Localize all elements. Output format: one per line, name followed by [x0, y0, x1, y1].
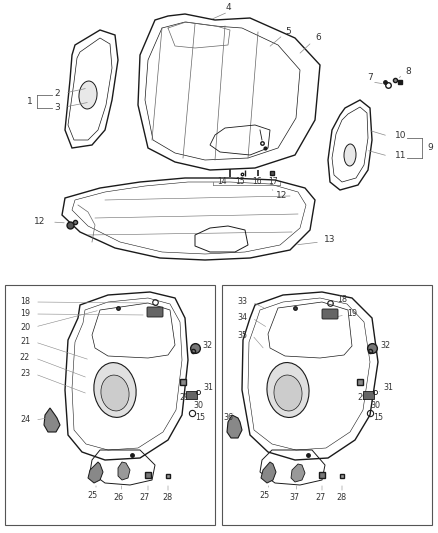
Text: 29: 29	[358, 393, 368, 402]
Text: 17: 17	[268, 177, 278, 187]
Text: 3: 3	[54, 102, 60, 111]
FancyBboxPatch shape	[322, 309, 338, 319]
Text: 30: 30	[370, 401, 380, 410]
Text: 12: 12	[34, 217, 46, 227]
Text: 27: 27	[140, 494, 150, 503]
Text: 25: 25	[87, 490, 97, 499]
Ellipse shape	[79, 81, 97, 109]
FancyBboxPatch shape	[363, 391, 374, 399]
Text: 12: 12	[276, 190, 288, 199]
Text: 31: 31	[383, 384, 393, 392]
Text: 29: 29	[180, 393, 190, 402]
Ellipse shape	[274, 375, 302, 411]
Ellipse shape	[267, 362, 309, 417]
Text: 4: 4	[225, 4, 231, 12]
Polygon shape	[118, 462, 130, 480]
Text: 32: 32	[202, 341, 212, 350]
Text: 20: 20	[20, 322, 30, 332]
Text: 15: 15	[195, 414, 205, 423]
Text: 33: 33	[237, 297, 247, 306]
Text: 8: 8	[405, 68, 411, 77]
Text: 15: 15	[373, 414, 383, 423]
Text: 10: 10	[395, 132, 407, 141]
Text: 28: 28	[162, 494, 172, 503]
Text: 36: 36	[223, 414, 233, 423]
Polygon shape	[261, 462, 276, 483]
Text: 30: 30	[193, 401, 203, 410]
Text: 16: 16	[252, 177, 262, 187]
FancyBboxPatch shape	[186, 391, 197, 399]
Ellipse shape	[94, 362, 136, 417]
Text: 27: 27	[315, 494, 325, 503]
Text: 14: 14	[217, 177, 227, 187]
Text: 15: 15	[235, 177, 245, 187]
Text: 32: 32	[380, 341, 390, 350]
Text: 25: 25	[260, 490, 270, 499]
Text: 5: 5	[285, 28, 291, 36]
FancyBboxPatch shape	[147, 307, 163, 317]
Text: 24: 24	[20, 416, 30, 424]
Text: 13: 13	[324, 236, 336, 245]
Text: 23: 23	[20, 369, 30, 378]
Text: 11: 11	[395, 151, 407, 160]
Text: 37: 37	[289, 492, 299, 502]
Text: 34: 34	[237, 313, 247, 322]
Text: 28: 28	[336, 494, 346, 503]
FancyBboxPatch shape	[5, 285, 215, 525]
Polygon shape	[227, 415, 242, 438]
Text: 19: 19	[20, 310, 30, 319]
FancyBboxPatch shape	[222, 285, 432, 525]
Text: 26: 26	[113, 492, 123, 502]
Text: 2: 2	[54, 88, 60, 98]
Text: 6: 6	[315, 34, 321, 43]
Text: 7: 7	[367, 74, 373, 83]
Text: 18: 18	[20, 297, 30, 306]
Text: 9: 9	[427, 143, 433, 152]
Polygon shape	[291, 464, 305, 482]
Polygon shape	[44, 408, 60, 432]
Text: 19: 19	[347, 309, 357, 318]
Polygon shape	[88, 462, 103, 483]
Text: 35: 35	[237, 330, 247, 340]
Text: 1: 1	[27, 98, 33, 107]
Text: 18: 18	[337, 295, 347, 304]
Text: 21: 21	[20, 337, 30, 346]
Text: 22: 22	[20, 353, 30, 362]
Text: 31: 31	[203, 384, 213, 392]
Ellipse shape	[101, 375, 129, 411]
Ellipse shape	[344, 144, 356, 166]
